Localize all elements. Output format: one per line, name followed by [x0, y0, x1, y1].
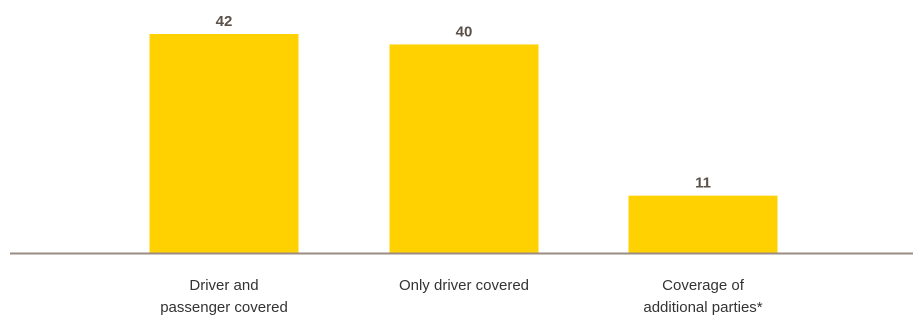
bar-2	[628, 195, 778, 253]
bars-group	[149, 34, 778, 253]
category-label-0-line-1: passenger covered	[160, 299, 288, 316]
category-labels-group: Driver and passenger covered Only driver c…	[160, 277, 763, 316]
value-label-0: 42	[216, 13, 233, 30]
value-label-1: 40	[456, 23, 473, 40]
value-label-2: 11	[695, 175, 711, 192]
category-label-2-line-0: Coverage of	[662, 277, 745, 294]
bar-1	[389, 44, 539, 253]
category-label-0-line-0: Driver and	[189, 277, 258, 294]
category-label-2-line-1: additional parties*	[643, 299, 762, 316]
value-labels-group: 42 40 11	[216, 13, 711, 192]
category-label-1-line-0: Only driver covered	[399, 277, 529, 294]
bar-0	[149, 34, 299, 253]
